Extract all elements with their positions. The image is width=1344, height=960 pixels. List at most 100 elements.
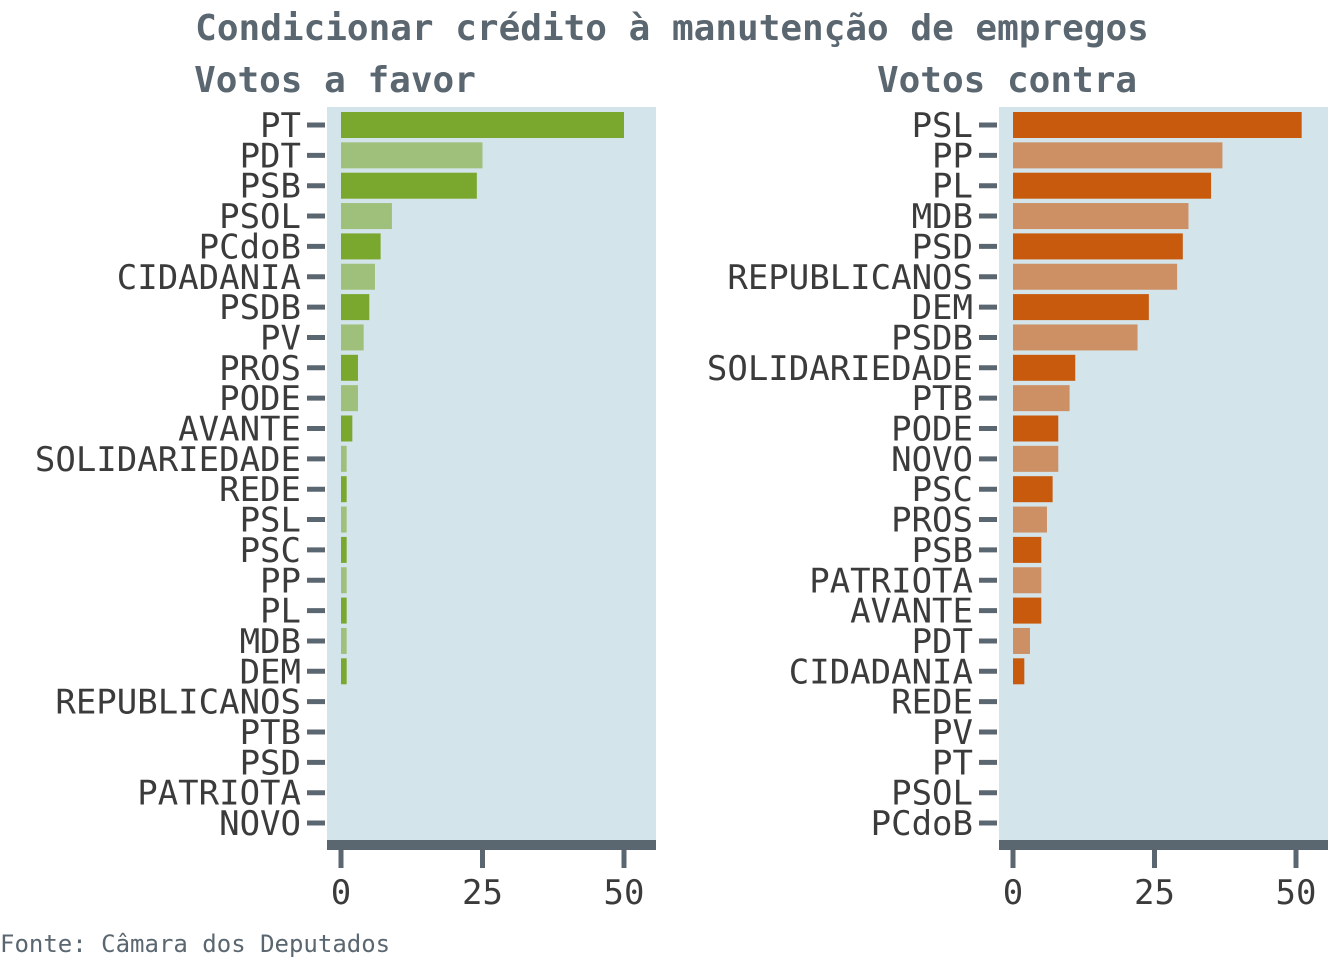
- chart-panels: Votos a favorPTPDTPSBPSOLPCdoBCIDADANIAP…: [35, 60, 1328, 913]
- y-tick-label: NOVO: [891, 440, 973, 480]
- panel-1: Votos a favorPTPDTPSBPSOLPCdoBCIDADANIAP…: [35, 60, 656, 913]
- y-tick-label: PP: [932, 136, 973, 176]
- y-tick-label: PT: [260, 106, 301, 146]
- bar: [341, 415, 353, 442]
- y-tick-label: PSD: [240, 743, 301, 783]
- bar: [341, 627, 347, 654]
- y-tick-label: PTB: [912, 379, 973, 419]
- y-tick-label: SOLIDARIEDADE: [35, 440, 301, 480]
- y-tick-label: MDB: [240, 622, 301, 662]
- bar: [1013, 142, 1223, 169]
- bar: [1013, 658, 1025, 685]
- panel-title: Votos a favor: [194, 60, 476, 101]
- bar: [1013, 324, 1138, 351]
- bar: [1013, 263, 1178, 290]
- y-tick-label: PL: [260, 592, 301, 632]
- x-tick-label: 25: [462, 873, 503, 913]
- bar: [1013, 597, 1042, 624]
- panel-title: Votos contra: [877, 60, 1137, 101]
- y-tick-label: PDT: [240, 136, 301, 176]
- y-tick-label: PATRIOTA: [137, 774, 301, 814]
- y-tick-label: AVANTE: [178, 410, 301, 450]
- chart-title: Condicionar crédito à manutenção de empr…: [195, 8, 1149, 49]
- y-tick-label: PV: [932, 713, 973, 753]
- y-tick-label: PSB: [912, 531, 973, 571]
- y-tick-label: PODE: [219, 379, 301, 419]
- y-tick-label: PTB: [240, 713, 301, 753]
- bar: [341, 476, 347, 503]
- bar: [1013, 294, 1149, 321]
- y-tick-label: PSOL: [219, 197, 301, 237]
- bar: [1013, 567, 1042, 594]
- y-tick-label: PSDB: [219, 288, 301, 328]
- y-tick-label: PSC: [240, 531, 301, 571]
- y-tick-label: PSB: [240, 167, 301, 207]
- x-axis-line: [999, 840, 1328, 850]
- bar: [1013, 112, 1302, 138]
- panel-background: [999, 107, 1328, 840]
- bar: [341, 203, 392, 230]
- bar: [1013, 354, 1076, 381]
- y-tick-label: CIDADANIA: [117, 258, 301, 298]
- bar: [341, 567, 347, 594]
- bar: [1013, 536, 1042, 563]
- bar: [341, 445, 347, 472]
- bar: [341, 354, 358, 381]
- bar: [1013, 476, 1053, 503]
- y-tick-label: PSL: [240, 501, 301, 541]
- y-tick-label: REDE: [891, 683, 973, 723]
- y-tick-label: PCdoB: [199, 227, 301, 267]
- y-tick-label: PV: [260, 318, 301, 358]
- bar: [341, 112, 624, 138]
- x-tick-label: 50: [604, 873, 645, 913]
- y-tick-label: SOLIDARIEDADE: [707, 349, 973, 389]
- panel-2: Votos contra PSLPPPLMDBPSDREPUBLICANOSDEM…: [707, 60, 1328, 913]
- panel-background: [327, 107, 656, 840]
- y-tick-label: CIDADANIA: [789, 652, 973, 692]
- bar: [341, 294, 370, 321]
- y-tick-label: PSC: [912, 470, 973, 510]
- y-tick-label: REPUBLICANOS: [55, 683, 301, 723]
- y-tick-label: PROS: [219, 349, 301, 389]
- bar: [341, 233, 381, 260]
- bar: [341, 597, 347, 624]
- x-tick-label: 50: [1276, 873, 1317, 913]
- bar: [1013, 172, 1212, 199]
- y-tick-label: PODE: [891, 410, 973, 450]
- y-tick-label: PSOL: [891, 774, 973, 814]
- y-tick-label: PT: [932, 743, 973, 783]
- bar: [341, 324, 364, 351]
- y-tick-label: DEM: [912, 288, 973, 328]
- bar: [1013, 233, 1183, 260]
- y-tick-label: REDE: [219, 470, 301, 510]
- y-tick-label: PCdoB: [871, 804, 973, 844]
- bar: [1013, 203, 1189, 230]
- y-tick-label: REPUBLICANOS: [727, 258, 973, 298]
- x-tick-label: 0: [1003, 873, 1023, 913]
- bar: [341, 506, 347, 533]
- bar: [1013, 627, 1030, 654]
- y-tick-label: AVANTE: [850, 592, 973, 632]
- y-tick-label: NOVO: [219, 804, 301, 844]
- y-tick-label: PSD: [912, 227, 973, 267]
- x-axis-line: [327, 840, 656, 850]
- y-tick-label: PATRIOTA: [809, 561, 973, 601]
- bar: [341, 263, 375, 290]
- x-tick-label: 25: [1134, 873, 1175, 913]
- y-tick-label: PROS: [891, 501, 973, 541]
- bar: [341, 142, 483, 169]
- y-tick-label: DEM: [240, 652, 301, 692]
- bar: [1013, 385, 1070, 412]
- y-tick-label: PL: [932, 167, 973, 207]
- y-tick-label: PP: [260, 561, 301, 601]
- y-tick-label: PSDB: [891, 318, 973, 358]
- bar: [1013, 445, 1059, 472]
- bar: [1013, 415, 1059, 442]
- bar: [1013, 506, 1047, 533]
- bar: [341, 658, 347, 685]
- x-tick-label: 0: [331, 873, 351, 913]
- y-tick-label: MDB: [912, 197, 973, 237]
- y-tick-label: PSL: [912, 106, 973, 146]
- y-tick-label: PDT: [912, 622, 973, 662]
